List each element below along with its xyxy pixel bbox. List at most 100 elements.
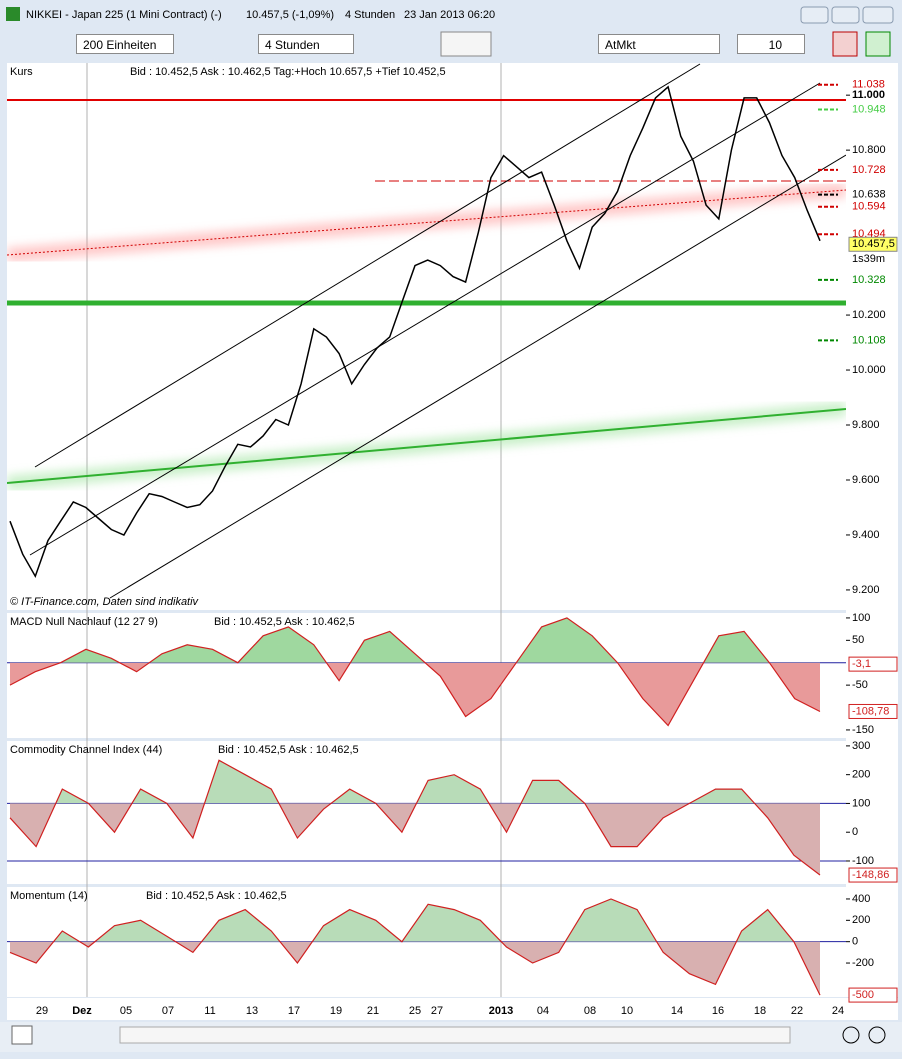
x-tick-label: 08 bbox=[584, 1005, 596, 1017]
drawings bbox=[7, 63, 846, 599]
x-tick-label: 27 bbox=[431, 1005, 443, 1017]
y-tick-label: 9.600 bbox=[852, 474, 880, 486]
last-value-label-box bbox=[848, 987, 898, 1003]
indicator-line bbox=[9, 617, 821, 727]
units-select[interactable]: 200 Einheiten bbox=[76, 34, 174, 54]
last-price-label: 10.457,5 bbox=[852, 238, 895, 250]
x-tick-label: Dez bbox=[72, 1005, 92, 1017]
y-tick-label: 100 bbox=[852, 797, 870, 809]
buy-button[interactable] bbox=[865, 31, 891, 57]
y-tick-label: 9.800 bbox=[852, 419, 880, 431]
y-tick-label: -50 bbox=[852, 679, 868, 691]
x-tick-label: 2013 bbox=[489, 1005, 513, 1017]
x-tick-label: 29 bbox=[36, 1005, 48, 1017]
panel-title: MACD Null Nachlauf (12 27 9) bbox=[10, 616, 158, 628]
window-interval: 4 Stunden bbox=[345, 9, 395, 21]
y-tick-label: -100 bbox=[852, 855, 874, 867]
x-tick-label: 18 bbox=[754, 1005, 766, 1017]
price-label: 10.328 bbox=[852, 274, 886, 286]
x-tick-label: 21 bbox=[367, 1005, 379, 1017]
area-up bbox=[55, 760, 755, 804]
macd-panel bbox=[7, 613, 846, 738]
y-tick-label: 300 bbox=[852, 740, 870, 752]
window-quote: 10.457,5 (-1,09%) bbox=[246, 9, 334, 21]
close-button[interactable] bbox=[862, 6, 894, 24]
x-tick-label: 25 bbox=[409, 1005, 421, 1017]
y-tick-label: 400 bbox=[852, 893, 870, 905]
last-value-label: -500 bbox=[852, 989, 874, 1001]
value-axis bbox=[846, 63, 898, 997]
time-axis bbox=[7, 998, 898, 1020]
last-value-label-box bbox=[848, 867, 898, 883]
area-up bbox=[53, 899, 794, 942]
indicator-button[interactable] bbox=[440, 31, 492, 57]
panel-title: Kurs bbox=[10, 66, 33, 78]
x-tick-label: 17 bbox=[288, 1005, 300, 1017]
x-tick-label: 04 bbox=[537, 1005, 549, 1017]
x-tick-label: 24 bbox=[832, 1005, 844, 1017]
x-tick-label: 16 bbox=[712, 1005, 724, 1017]
panel-title: Momentum (14) bbox=[10, 890, 88, 902]
panel-info: Bid : 10.452,5 Ask : 10.462,5 bbox=[214, 616, 355, 628]
y-tick-label: 11.000 bbox=[852, 89, 885, 101]
period-select[interactable]: 4 Stunden bbox=[258, 34, 354, 54]
price-panel bbox=[7, 63, 846, 610]
cci-panel bbox=[7, 741, 846, 884]
y-tick-label: 0 bbox=[852, 826, 858, 838]
zoom-out-button[interactable] bbox=[868, 1026, 886, 1044]
y-tick-label: 100 bbox=[852, 612, 870, 624]
x-tick-label: 22 bbox=[791, 1005, 803, 1017]
y-tick-label: 10.000 bbox=[852, 364, 886, 376]
area-down bbox=[10, 803, 820, 875]
window-datetime: 23 Jan 2013 06:20 bbox=[404, 9, 495, 21]
window-title: NIKKEI - Japan 225 (1 Mini Contract) (-) bbox=[26, 9, 222, 21]
last-price-box bbox=[848, 236, 898, 252]
x-tick-label: 07 bbox=[162, 1005, 174, 1017]
signal-value-label: -108,78 bbox=[852, 705, 889, 717]
x-tick-label: 19 bbox=[330, 1005, 342, 1017]
panel-info: Bid : 10.452,5 Ask : 10.462,5 bbox=[218, 744, 359, 756]
minimize-button[interactable] bbox=[800, 6, 829, 24]
y-tick-label: -150 bbox=[852, 724, 874, 736]
y-tick-label: 9.200 bbox=[852, 584, 880, 596]
price-label: 10.594 bbox=[852, 201, 886, 213]
order-type-select[interactable]: AtMkt bbox=[598, 34, 720, 54]
y-tick-label: -200 bbox=[852, 957, 874, 969]
price-label: 10.108 bbox=[852, 334, 886, 346]
price-label: 10.728 bbox=[852, 164, 886, 176]
y-tick-label: 10.200 bbox=[852, 309, 886, 321]
panel-info: Bid : 10.452,5 Ask : 10.462,5 Tag:+Hoch … bbox=[130, 66, 446, 78]
price-label: 11.038 bbox=[852, 79, 885, 91]
price-label: 10.638 bbox=[852, 189, 886, 201]
signal-value-label-box bbox=[848, 703, 898, 719]
price-line bbox=[9, 85, 821, 578]
x-tick-label: 10 bbox=[621, 1005, 633, 1017]
x-tick-label: 11 bbox=[204, 1005, 215, 1017]
scrollbar[interactable] bbox=[119, 1026, 791, 1044]
app-icon bbox=[6, 7, 20, 21]
mail-button[interactable] bbox=[11, 1025, 33, 1045]
copyright: © IT-Finance.com, Daten sind indikativ bbox=[10, 596, 200, 608]
panel-title: Commodity Channel Index (44) bbox=[10, 744, 162, 756]
x-tick-label: 05 bbox=[120, 1005, 132, 1017]
price-label: 10.948 bbox=[852, 103, 886, 115]
y-tick-label: 50 bbox=[852, 634, 864, 646]
area-down bbox=[10, 662, 820, 726]
y-tick-label: 0 bbox=[852, 936, 858, 948]
zoom-in-button[interactable] bbox=[842, 1026, 860, 1044]
sell-button[interactable] bbox=[832, 31, 858, 57]
y-tick-label: 9.400 bbox=[852, 529, 880, 541]
quantity-input[interactable]: 10 bbox=[737, 34, 805, 54]
x-tick-label: 13 bbox=[246, 1005, 258, 1017]
last-value-label: -148,86 bbox=[852, 869, 889, 881]
indicator-line bbox=[9, 759, 821, 876]
indicator-line bbox=[9, 898, 821, 996]
x-tick-label: 14 bbox=[671, 1005, 683, 1017]
last-value-label-box bbox=[848, 656, 898, 672]
area-up bbox=[10, 617, 820, 663]
maximize-button[interactable] bbox=[831, 6, 860, 24]
panel-info: Bid : 10.452,5 Ask : 10.462,5 bbox=[146, 890, 287, 902]
last-value-label: -3,1 bbox=[852, 658, 871, 670]
